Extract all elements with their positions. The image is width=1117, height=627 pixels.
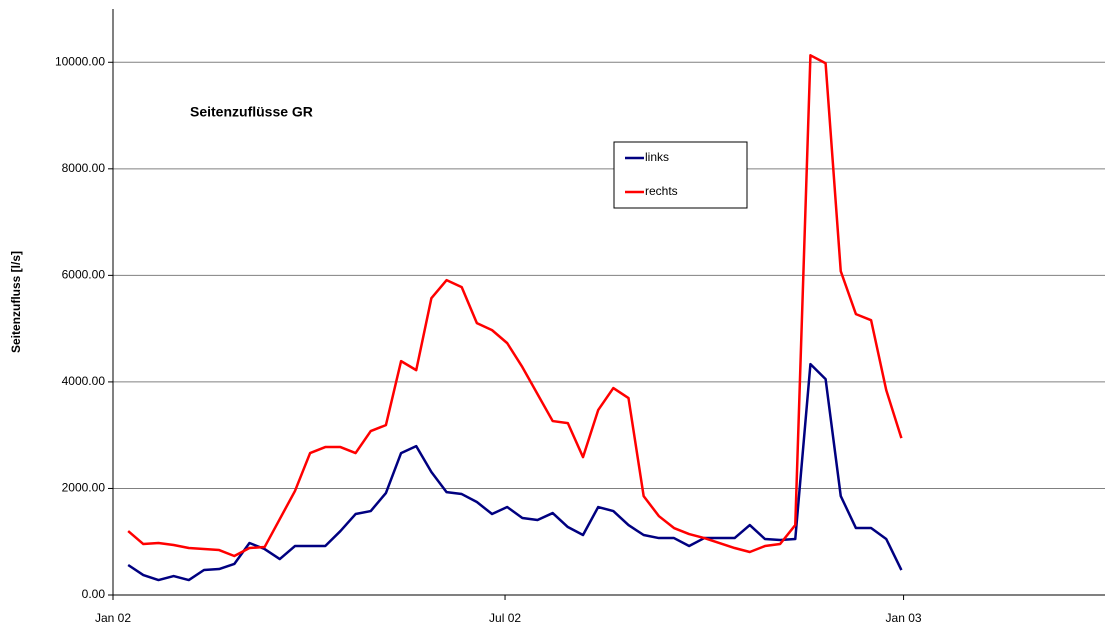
series-line: [127, 362, 903, 582]
y-tick-label: 6000.00: [62, 268, 106, 282]
legend-box: [613, 141, 748, 209]
x-tick-label: Jan 02: [95, 611, 131, 625]
x-tick-label: Jul 02: [489, 611, 521, 625]
chart-title: Seitenzuflüsse GR: [190, 104, 313, 120]
x-tick-label: Jan 03: [886, 611, 922, 625]
series-line: [127, 54, 903, 558]
legend-label: rechts: [645, 184, 678, 198]
y-tick-label: 4000.00: [62, 374, 106, 388]
y-tick-label: 2000.00: [62, 481, 106, 495]
legend-label: links: [645, 150, 669, 164]
y-tick-label: 10000.00: [55, 54, 105, 68]
y-tick-label: 8000.00: [62, 161, 106, 175]
y-tick-label: 0.00: [82, 587, 106, 601]
y-axis-label: Seitenzufluss [l/s]: [9, 251, 23, 353]
